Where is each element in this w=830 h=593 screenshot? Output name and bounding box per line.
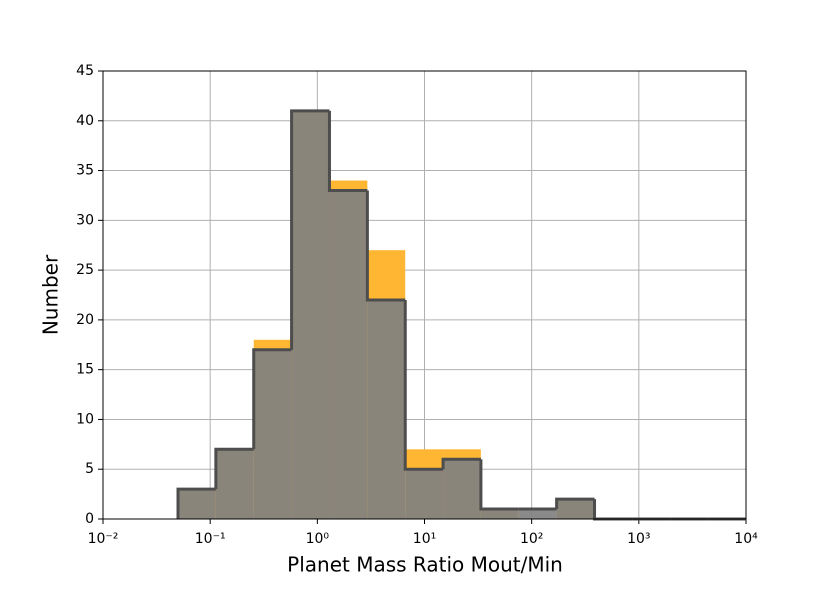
histogram-bar <box>556 499 595 519</box>
x-tick-label: 10⁴ <box>734 531 758 547</box>
y-axis-label: Number <box>39 254 63 335</box>
histogram-outline <box>252 348 292 450</box>
histogram-bar <box>480 509 519 519</box>
x-tick-label: 10⁻¹ <box>195 531 226 547</box>
x-tick-label: 10² <box>520 531 543 547</box>
histogram-outline <box>365 190 406 302</box>
plot-frame <box>102 70 747 520</box>
histogram-outline <box>479 459 519 511</box>
x-tick-label: 10⁻² <box>88 531 119 547</box>
histogram-bar <box>291 110 330 520</box>
histogram-bar <box>518 509 557 519</box>
x-tick-label: 10¹ <box>413 531 436 547</box>
histogram-outline <box>290 109 330 350</box>
histogram-outline <box>555 497 595 510</box>
histogram-bar <box>329 190 368 519</box>
histogram-bar <box>253 349 292 519</box>
histogram-bar <box>443 459 481 519</box>
y-tick-label: 35 <box>76 163 94 179</box>
x-tick-label: 10⁰ <box>306 531 330 547</box>
histogram-outline <box>214 447 254 490</box>
histogram-outline <box>176 487 216 519</box>
x-tick-label: 10³ <box>627 531 650 547</box>
histogram-bar <box>215 449 254 519</box>
histogram-outline <box>403 299 444 471</box>
y-tick-label: 10 <box>76 411 94 427</box>
y-tick-label: 20 <box>76 312 94 328</box>
histogram-bar <box>405 469 444 519</box>
y-tick-label: 30 <box>76 212 94 228</box>
y-tick-label: 5 <box>85 461 94 477</box>
histogram-bar <box>367 299 406 519</box>
y-tick-label: 25 <box>76 262 94 278</box>
y-tick-label: 15 <box>76 362 94 378</box>
histogram-outline <box>593 499 633 521</box>
histogram-outline <box>327 110 368 192</box>
y-tick-label: 45 <box>76 63 94 79</box>
histogram-outline <box>441 457 481 470</box>
x-axis-label: Planet Mass Ratio Mout/Min <box>287 553 563 577</box>
y-tick-label: 40 <box>76 113 94 129</box>
y-tick-label: 0 <box>85 511 94 527</box>
histogram-bar <box>177 489 216 519</box>
